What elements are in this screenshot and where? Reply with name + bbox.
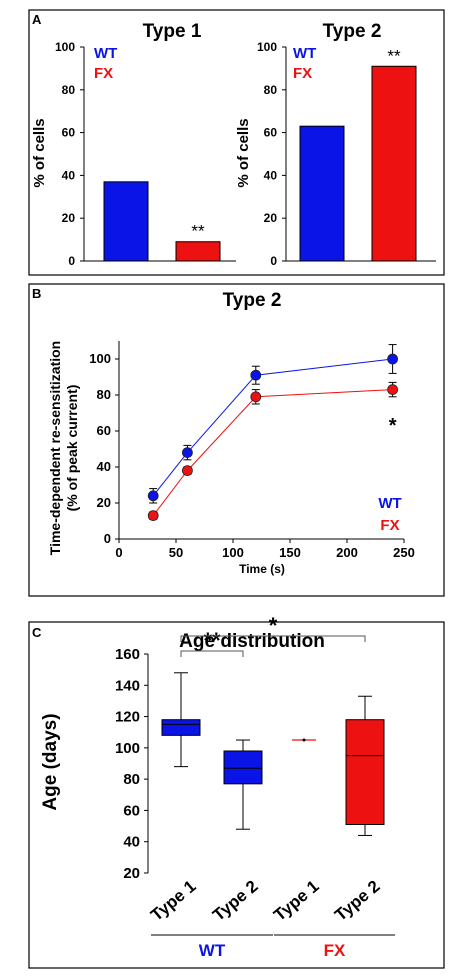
b-xtick-label: 250 bbox=[393, 545, 415, 560]
c-category-label: Type 1 bbox=[270, 877, 323, 925]
a2-bar-wt bbox=[299, 125, 345, 262]
panel-c-letter: C bbox=[32, 625, 42, 640]
b-ytick-label: 80 bbox=[97, 387, 111, 402]
b-ytick-label: 100 bbox=[89, 351, 111, 366]
a1-ytick-label: 40 bbox=[62, 168, 76, 182]
c-box bbox=[161, 719, 201, 736]
c-category-label: Type 1 bbox=[147, 877, 200, 925]
panel-a-letter: A bbox=[32, 12, 42, 27]
panel-b-letter: B bbox=[32, 286, 41, 301]
b-ytick-label: 0 bbox=[104, 531, 111, 546]
c-title: Age distribution bbox=[179, 631, 325, 652]
a1-legend-wt: WT bbox=[94, 45, 117, 62]
b-point-wt bbox=[147, 490, 159, 502]
b-point-fx bbox=[181, 465, 193, 477]
c-category-label: Type 2 bbox=[331, 877, 384, 925]
a2-ytick-label: 60 bbox=[264, 126, 278, 140]
b-ylabel-line1: Time-dependent re-sensitization bbox=[47, 341, 63, 555]
a2-ytick-label: 40 bbox=[264, 168, 278, 182]
a1-fx-significance: ** bbox=[191, 222, 205, 241]
b-point-fx bbox=[387, 384, 399, 396]
chart-a2: Type 2 % of cells 0 20 40 60 80 100 ** WT FX bbox=[235, 21, 436, 268]
c-ytick-label: 20 bbox=[123, 865, 140, 882]
b-significance-star: * bbox=[389, 415, 397, 437]
chart-b: Type 2 Time-dependent re-sensitization (… bbox=[47, 290, 415, 576]
c-ytick-label: 60 bbox=[123, 802, 140, 819]
a2-ytick-label: 80 bbox=[264, 83, 278, 97]
c-ytick-label: 160 bbox=[115, 646, 140, 663]
b-title: Type 2 bbox=[223, 290, 282, 311]
a2-ytick-label: 20 bbox=[264, 211, 278, 225]
c-significance-bracket bbox=[180, 650, 244, 657]
c-ytick-label: 140 bbox=[115, 677, 140, 694]
b-xtick-label: 0 bbox=[115, 545, 122, 560]
a1-legend-fx: FX bbox=[94, 65, 113, 82]
c-significance-label: ** bbox=[203, 628, 221, 653]
b-xtick-label: 150 bbox=[279, 545, 301, 560]
a2-legend-fx: FX bbox=[293, 65, 312, 82]
chart-a1: Type 1 % of cells 0 20 40 60 80 100 ** WT FX bbox=[31, 21, 236, 268]
a2-legend-wt: WT bbox=[293, 45, 316, 62]
b-xtick-label: 200 bbox=[336, 545, 358, 560]
c-ytick-label: 80 bbox=[123, 771, 140, 788]
a1-ylabel: % of cells bbox=[31, 118, 48, 187]
b-ytick-label: 40 bbox=[97, 459, 111, 474]
panel-a-frame bbox=[28, 9, 445, 276]
c-ytick-label: 100 bbox=[115, 740, 140, 757]
c-group-label: FX bbox=[324, 941, 346, 960]
a1-ytick-label: 80 bbox=[62, 83, 76, 97]
a2-ytick-label: 100 bbox=[257, 40, 277, 54]
c-significance-label: * bbox=[269, 613, 278, 638]
a1-bar-wt bbox=[103, 181, 149, 262]
b-point-fx bbox=[147, 510, 159, 521]
a1-ytick-label: 20 bbox=[62, 211, 76, 225]
b-line-wt bbox=[152, 358, 393, 497]
a1-bar-fx bbox=[175, 241, 221, 262]
a2-fx-significance: ** bbox=[387, 46, 401, 65]
b-point-wt bbox=[387, 353, 399, 365]
a1-title: Type 1 bbox=[143, 21, 202, 42]
b-legend-wt: WT bbox=[378, 495, 401, 512]
a2-bar-fx bbox=[371, 65, 417, 262]
c-ytick-label: 120 bbox=[115, 709, 140, 726]
b-point-fx bbox=[250, 391, 262, 403]
b-ylabel-line2: (% of peak current) bbox=[64, 385, 80, 512]
b-legend-fx: FX bbox=[380, 517, 399, 534]
panel-c-frame bbox=[28, 621, 445, 969]
c-group-label: WT bbox=[199, 941, 226, 960]
b-xtick-label: 50 bbox=[169, 545, 183, 560]
a1-ytick-label: 100 bbox=[55, 40, 75, 54]
c-category-label: Type 2 bbox=[209, 877, 262, 925]
b-xtick-label: 100 bbox=[222, 545, 244, 560]
a1-ytick-label: 60 bbox=[62, 126, 76, 140]
panel-b-frame bbox=[28, 283, 445, 597]
c-ytick-label: 40 bbox=[123, 834, 140, 851]
a2-title: Type 2 bbox=[323, 21, 382, 42]
b-ytick-label: 60 bbox=[97, 423, 111, 438]
chart-c: Age distribution Age (days) 20 40 60 80 100 1… bbox=[40, 613, 395, 960]
c-significance-bracket bbox=[180, 635, 366, 642]
c-ylabel: Age (days) bbox=[40, 713, 61, 810]
a1-ytick-label: 0 bbox=[68, 254, 75, 268]
b-line-fx bbox=[152, 389, 393, 516]
a2-ytick-label: 0 bbox=[270, 254, 277, 268]
c-box-point bbox=[302, 738, 306, 742]
b-point-wt bbox=[250, 369, 262, 381]
b-xlabel: Time (s) bbox=[239, 562, 285, 576]
c-box bbox=[345, 719, 385, 826]
b-point-wt bbox=[181, 447, 193, 459]
b-ytick-label: 20 bbox=[97, 495, 111, 510]
c-box bbox=[223, 750, 263, 785]
a2-ylabel: % of cells bbox=[235, 118, 252, 187]
